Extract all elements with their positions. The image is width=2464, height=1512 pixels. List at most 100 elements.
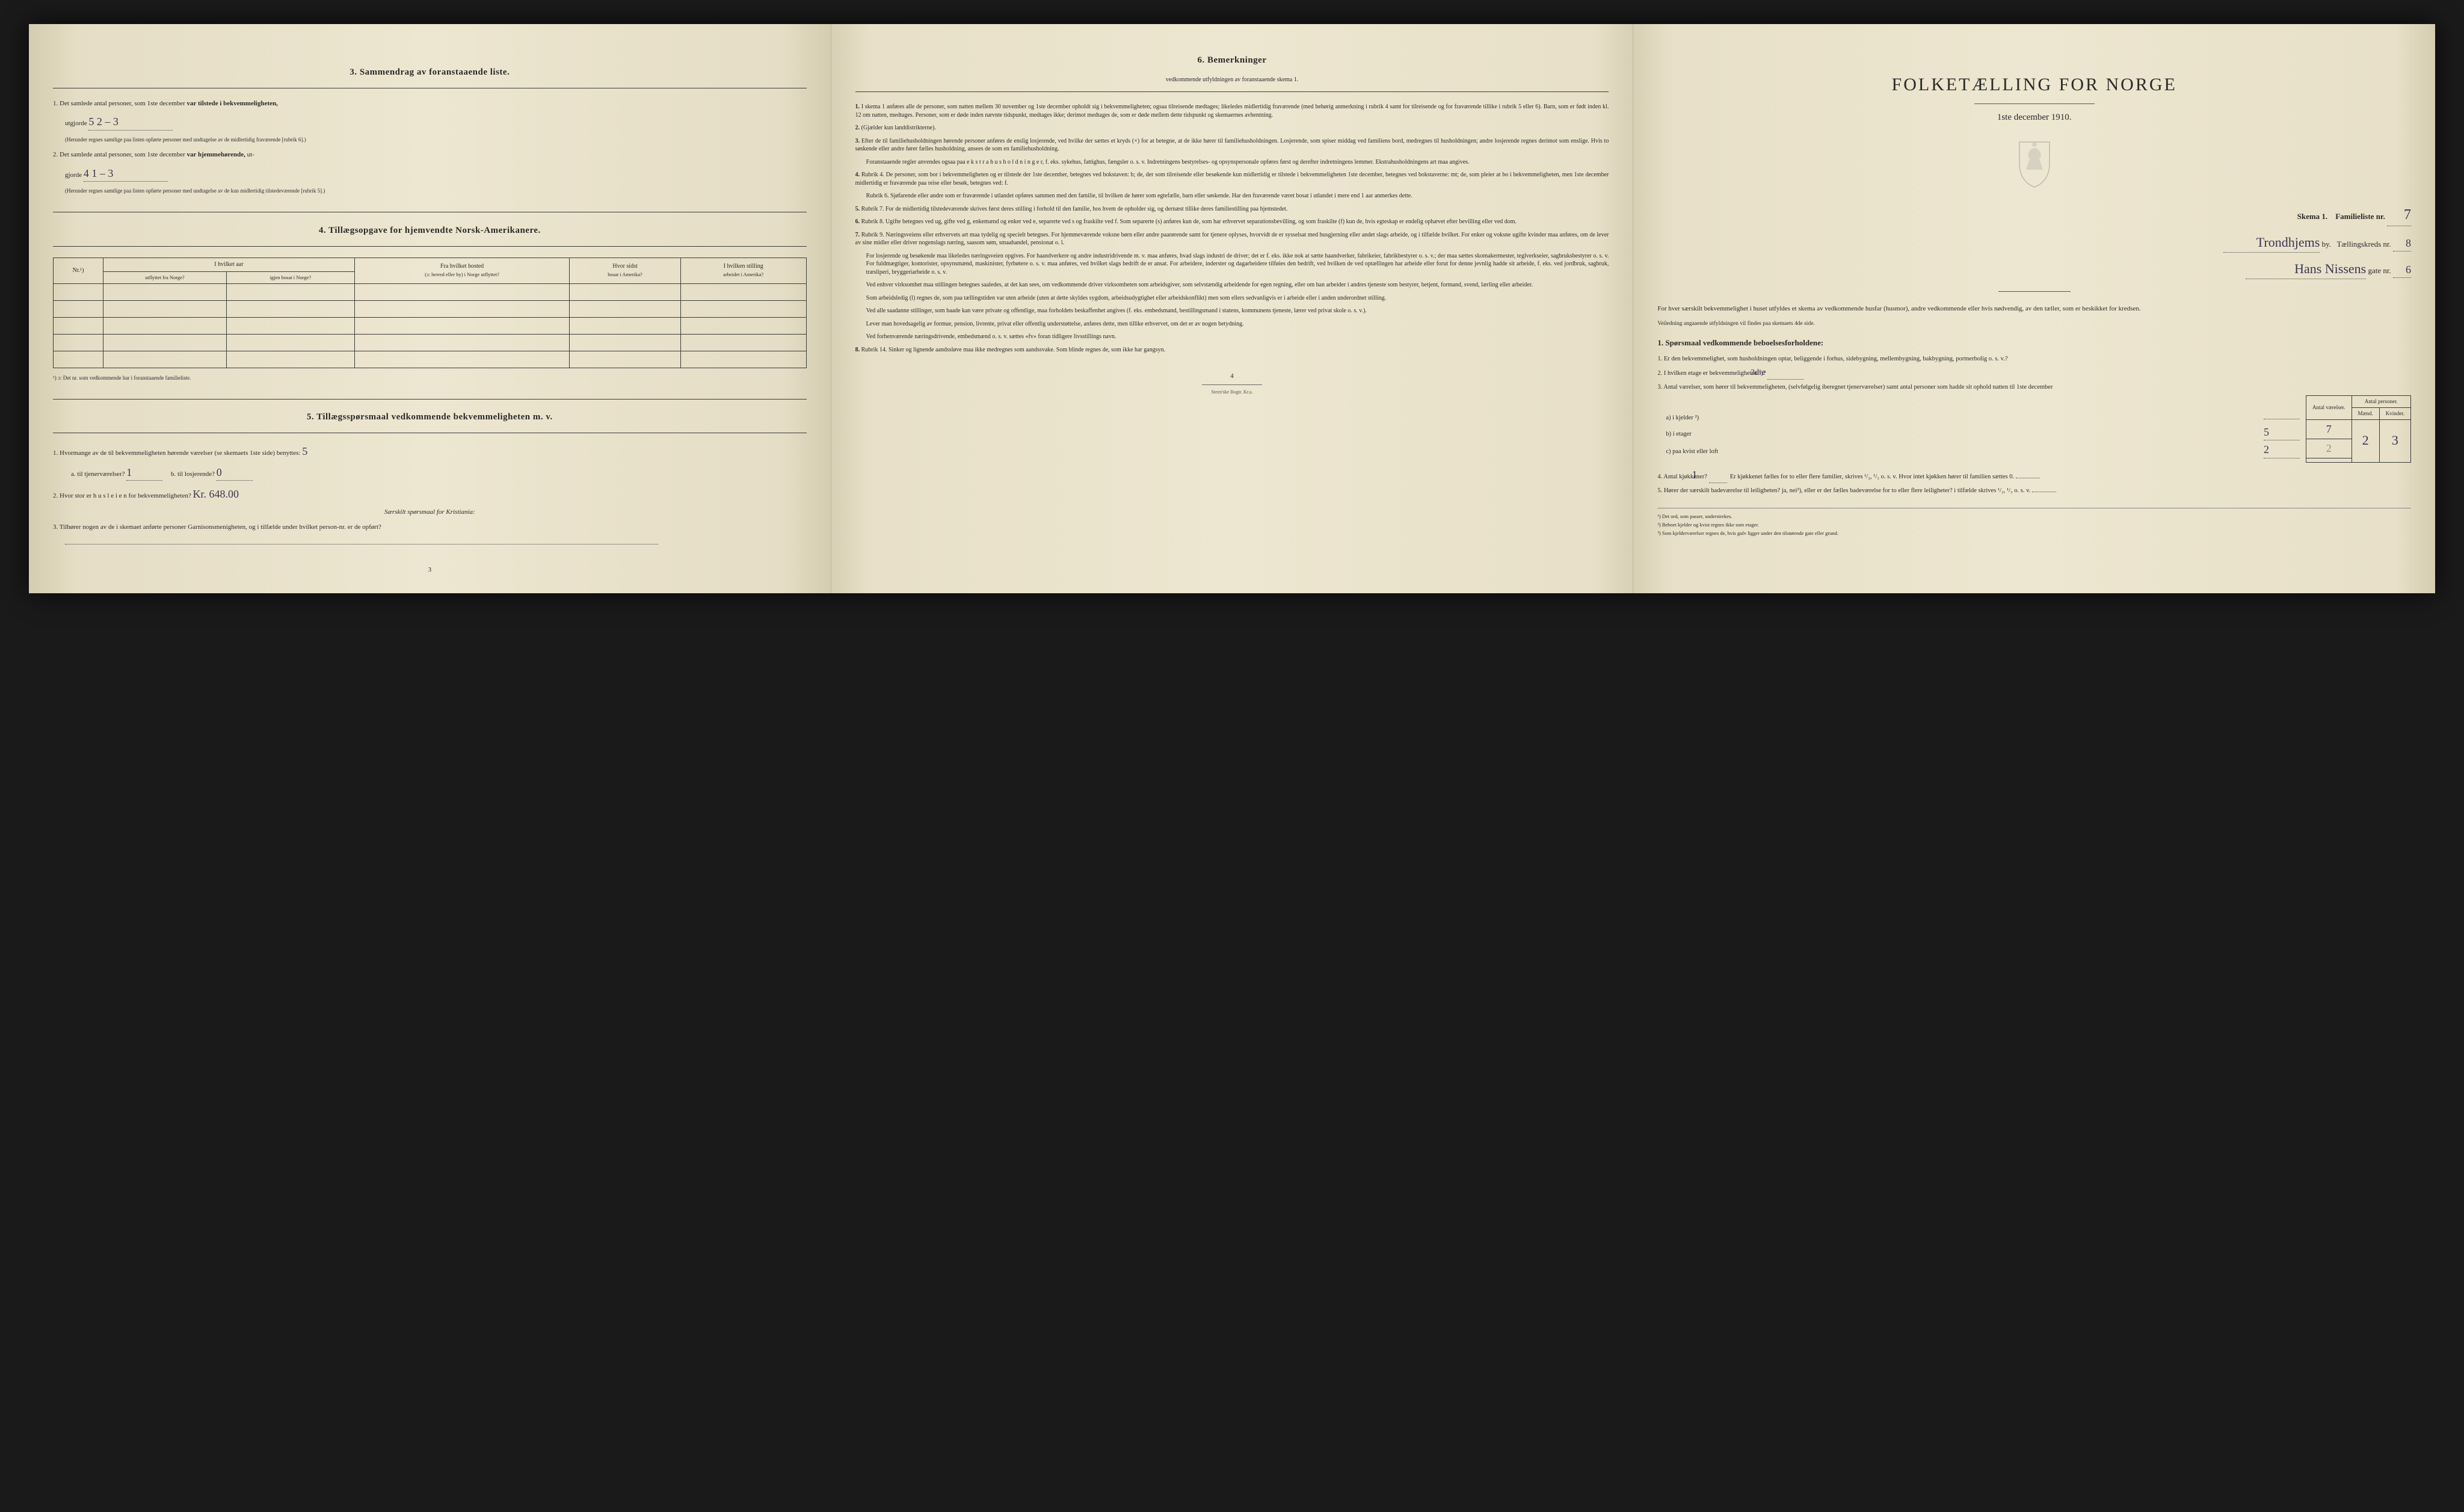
- census-title: FOLKETÆLLING FOR NORGE: [1657, 72, 2411, 97]
- section-5-heading: 5. Tillægsspørsmaal vedkommende bekvemme…: [53, 412, 807, 424]
- fill-line: 2: [2264, 442, 2300, 458]
- q1-2: 2. I hvilken etage er bekvemmeligheten ¹…: [1666, 367, 2411, 380]
- table-body: [54, 284, 807, 368]
- instruction-item-extra: Ved alle saadanne stillinger, som baade …: [866, 307, 1609, 315]
- rooms-table: Antal værelser. Antal personer. Mænd. Kv…: [2306, 395, 2411, 463]
- label: Skema 1.: [2297, 212, 2328, 221]
- label: a. til tjenerværelser?: [71, 471, 125, 478]
- q1-heading: 1. Spørsmaal vedkommende beboelsesforhol…: [1657, 338, 2411, 348]
- handwritten-value: Hans Nissens: [2294, 260, 2366, 279]
- handwritten-value: 2: [2326, 441, 2332, 456]
- text: gjorde: [65, 171, 82, 179]
- label: c) paa kvist eller loft: [1666, 448, 2264, 457]
- section-6-subheading: vedkommende utfyldningen av foranstaaend…: [855, 76, 1609, 84]
- handwritten-value: 3: [2392, 431, 2398, 450]
- table-row: [54, 284, 807, 301]
- document-spread: 3. Sammendrag av foranstaaende liste. 1.…: [29, 24, 2435, 593]
- th-vaerelser: Antal værelser.: [2306, 396, 2352, 419]
- handwritten-value: 6: [2406, 262, 2411, 277]
- footnote: ³) Som kjelderværelser regnes de, hvis g…: [1657, 530, 2411, 537]
- th-nr: Nr.¹): [54, 258, 103, 284]
- s5-item-1ab: a. til tjenerværelser? 1 b. til losjeren…: [71, 465, 807, 481]
- s5-item-1: 1. Hvormange av de til bekvemmeligheten …: [53, 444, 807, 459]
- fill-line: 8: [2393, 236, 2411, 251]
- fill-line: 4 1 – 3: [84, 166, 168, 182]
- th-aar: I hvilket aar: [103, 258, 355, 271]
- instruction-item-extra: Rubrik 6. Sjøfarende eller andre som er …: [866, 192, 1609, 200]
- handwritten-value: Kr. 648.00: [192, 487, 239, 502]
- instruction-item-extra: Lever man hovedsagelig av formue, pensio…: [866, 320, 1609, 329]
- footnote: ¹) Det ord, som passer, understrekes.: [1657, 513, 2411, 520]
- th-kvinder: Kvinder.: [2379, 408, 2410, 420]
- text-small: (ɔ: herred eller by) i Norge utflyttet?: [425, 271, 499, 277]
- text: utgjorde: [65, 120, 87, 127]
- q1-3-table-block: Antal værelser. Antal personer. Mænd. Kv…: [1666, 395, 2411, 463]
- handwritten-value: 7: [2404, 205, 2411, 226]
- handwritten-value: 4 1 – 3: [84, 166, 114, 181]
- page-3: 3. Sammendrag av foranstaaende liste. 1.…: [29, 24, 831, 593]
- instruction-item: 1. I skema 1 anføres alle de personer, s…: [855, 103, 1609, 119]
- instruction-item: 8. Rubrik 14. Sinker og lignende aandssl…: [855, 346, 1609, 354]
- rule: [855, 91, 1609, 92]
- s3-item-2-line2: gjorde 4 1 – 3: [65, 166, 807, 182]
- th-maend: Mænd.: [2352, 408, 2379, 420]
- handwritten-value: 2: [2362, 431, 2369, 450]
- instruction-item: 5. Rubrik 7. For de midlertidig tilstede…: [855, 205, 1609, 214]
- intro-text: For hver særskilt bekvemmelighet i huset…: [1657, 304, 2411, 314]
- instruction-item-extra: Foranstaaende regler anvendes ogsaa paa …: [866, 158, 1609, 167]
- fill-line: 0: [217, 465, 253, 481]
- q1-4: 4. Antal kjøkkener? 1 Er kjøkkenet fælle…: [1666, 467, 2411, 483]
- label: by.: [2322, 239, 2331, 248]
- text: 5. Hører der særskilt badeværelse til le…: [1657, 487, 2030, 494]
- page-4: 6. Bemerkninger vedkommende utfyldningen…: [831, 24, 1634, 593]
- section-6-heading: 6. Bemerkninger: [855, 54, 1609, 67]
- short-rule: [1202, 384, 1262, 385]
- s5-item-3: 3. Tilhører nogen av de i skemaet anført…: [53, 523, 807, 532]
- label: Tællingskreds nr.: [2336, 239, 2391, 248]
- section-4-heading: 4. Tillægsopgave for hjemvendte Norsk-Am…: [53, 224, 807, 237]
- coat-of-arms-icon: [1657, 136, 2411, 193]
- text: 2. Hvor stor er h u s l e i e n for bekv…: [53, 492, 191, 499]
- instruction-item: 6. Rubrik 8. Ugifte betegnes ved ug, gif…: [855, 218, 1609, 226]
- instruction-item-extra: Som arbeidsledig (l) regnes de, som paa …: [866, 294, 1609, 303]
- instruction-item-extra: For losjerende og besøkende maa likelede…: [866, 252, 1609, 277]
- fill-line: Trondhjems: [2223, 233, 2320, 253]
- s3-item-1-line2: utgjorde 5 2 – 3: [65, 114, 807, 130]
- section-3-heading: 3. Sammendrag av foranstaaende liste.: [53, 66, 807, 79]
- label: a) i kjelder ²): [1666, 414, 2264, 423]
- text: Er kjøkkenet fælles for to eller flere f…: [1730, 474, 2014, 480]
- section-4-table: Nr.¹) I hvilket aar Fra hvilket bosted (…: [53, 258, 807, 369]
- table-row: [54, 335, 807, 351]
- handwritten-value: 0: [217, 465, 222, 480]
- text: 2. I hvilken etage er bekvemmeligheten ¹…: [1657, 370, 1766, 377]
- instruction-item-extra: Ved enhver virksomhet maa stillingen bet…: [866, 281, 1609, 289]
- title-rule: [1974, 103, 2095, 104]
- instruction-item-extra: Ved forhenværende næringsdrivende, embed…: [866, 333, 1609, 341]
- fill-line: 1: [126, 465, 162, 481]
- page-number: 3: [53, 566, 807, 575]
- rule: [53, 399, 807, 400]
- fill-line: [65, 538, 807, 548]
- q1-3: 3. Antal værelser, som hører til bekvemm…: [1666, 383, 2411, 392]
- printer-credit: Steen'ske Bogtr. Kr.a.: [855, 389, 1609, 395]
- instruction-item: 3. Efter de til familiehusholdningen hør…: [855, 137, 1609, 153]
- footnotes: ¹) Det ord, som passer, understrekes. ²)…: [1657, 508, 2411, 537]
- th-stilling: I hvilken stilling arbeidet i Amerika?: [680, 258, 806, 284]
- th-bosat: igjen bosat i Norge?: [226, 271, 354, 284]
- text: 2. Det samlede antal personer, som 1ste …: [53, 151, 187, 158]
- table-row: [54, 301, 807, 318]
- q1-1: 1. Er den bekvemmelighet, som husholdnin…: [1666, 355, 2411, 364]
- s5-item-2-note: Særskilt spørsmaal for Kristiania:: [53, 508, 807, 517]
- short-rule: [1998, 291, 2071, 292]
- s5-item-2: 2. Hvor stor er h u s l e i e n for bekv…: [53, 487, 807, 502]
- s3-item-1: 1. Det samlede antal personer, som 1ste …: [53, 99, 807, 108]
- fill-line: 1: [1709, 467, 1727, 483]
- table-row: [54, 351, 807, 368]
- fill-line: 5 2 – 3: [88, 114, 173, 130]
- handwritten-value: 5: [2264, 425, 2269, 440]
- fill-line: 6: [2393, 262, 2411, 278]
- th-personer: Antal personer.: [2352, 396, 2411, 408]
- handwritten-value: 2: [2264, 442, 2269, 457]
- page-1-cover: FOLKETÆLLING FOR NORGE 1ste december 191…: [1633, 24, 2435, 593]
- fill-line: 7: [2387, 205, 2411, 226]
